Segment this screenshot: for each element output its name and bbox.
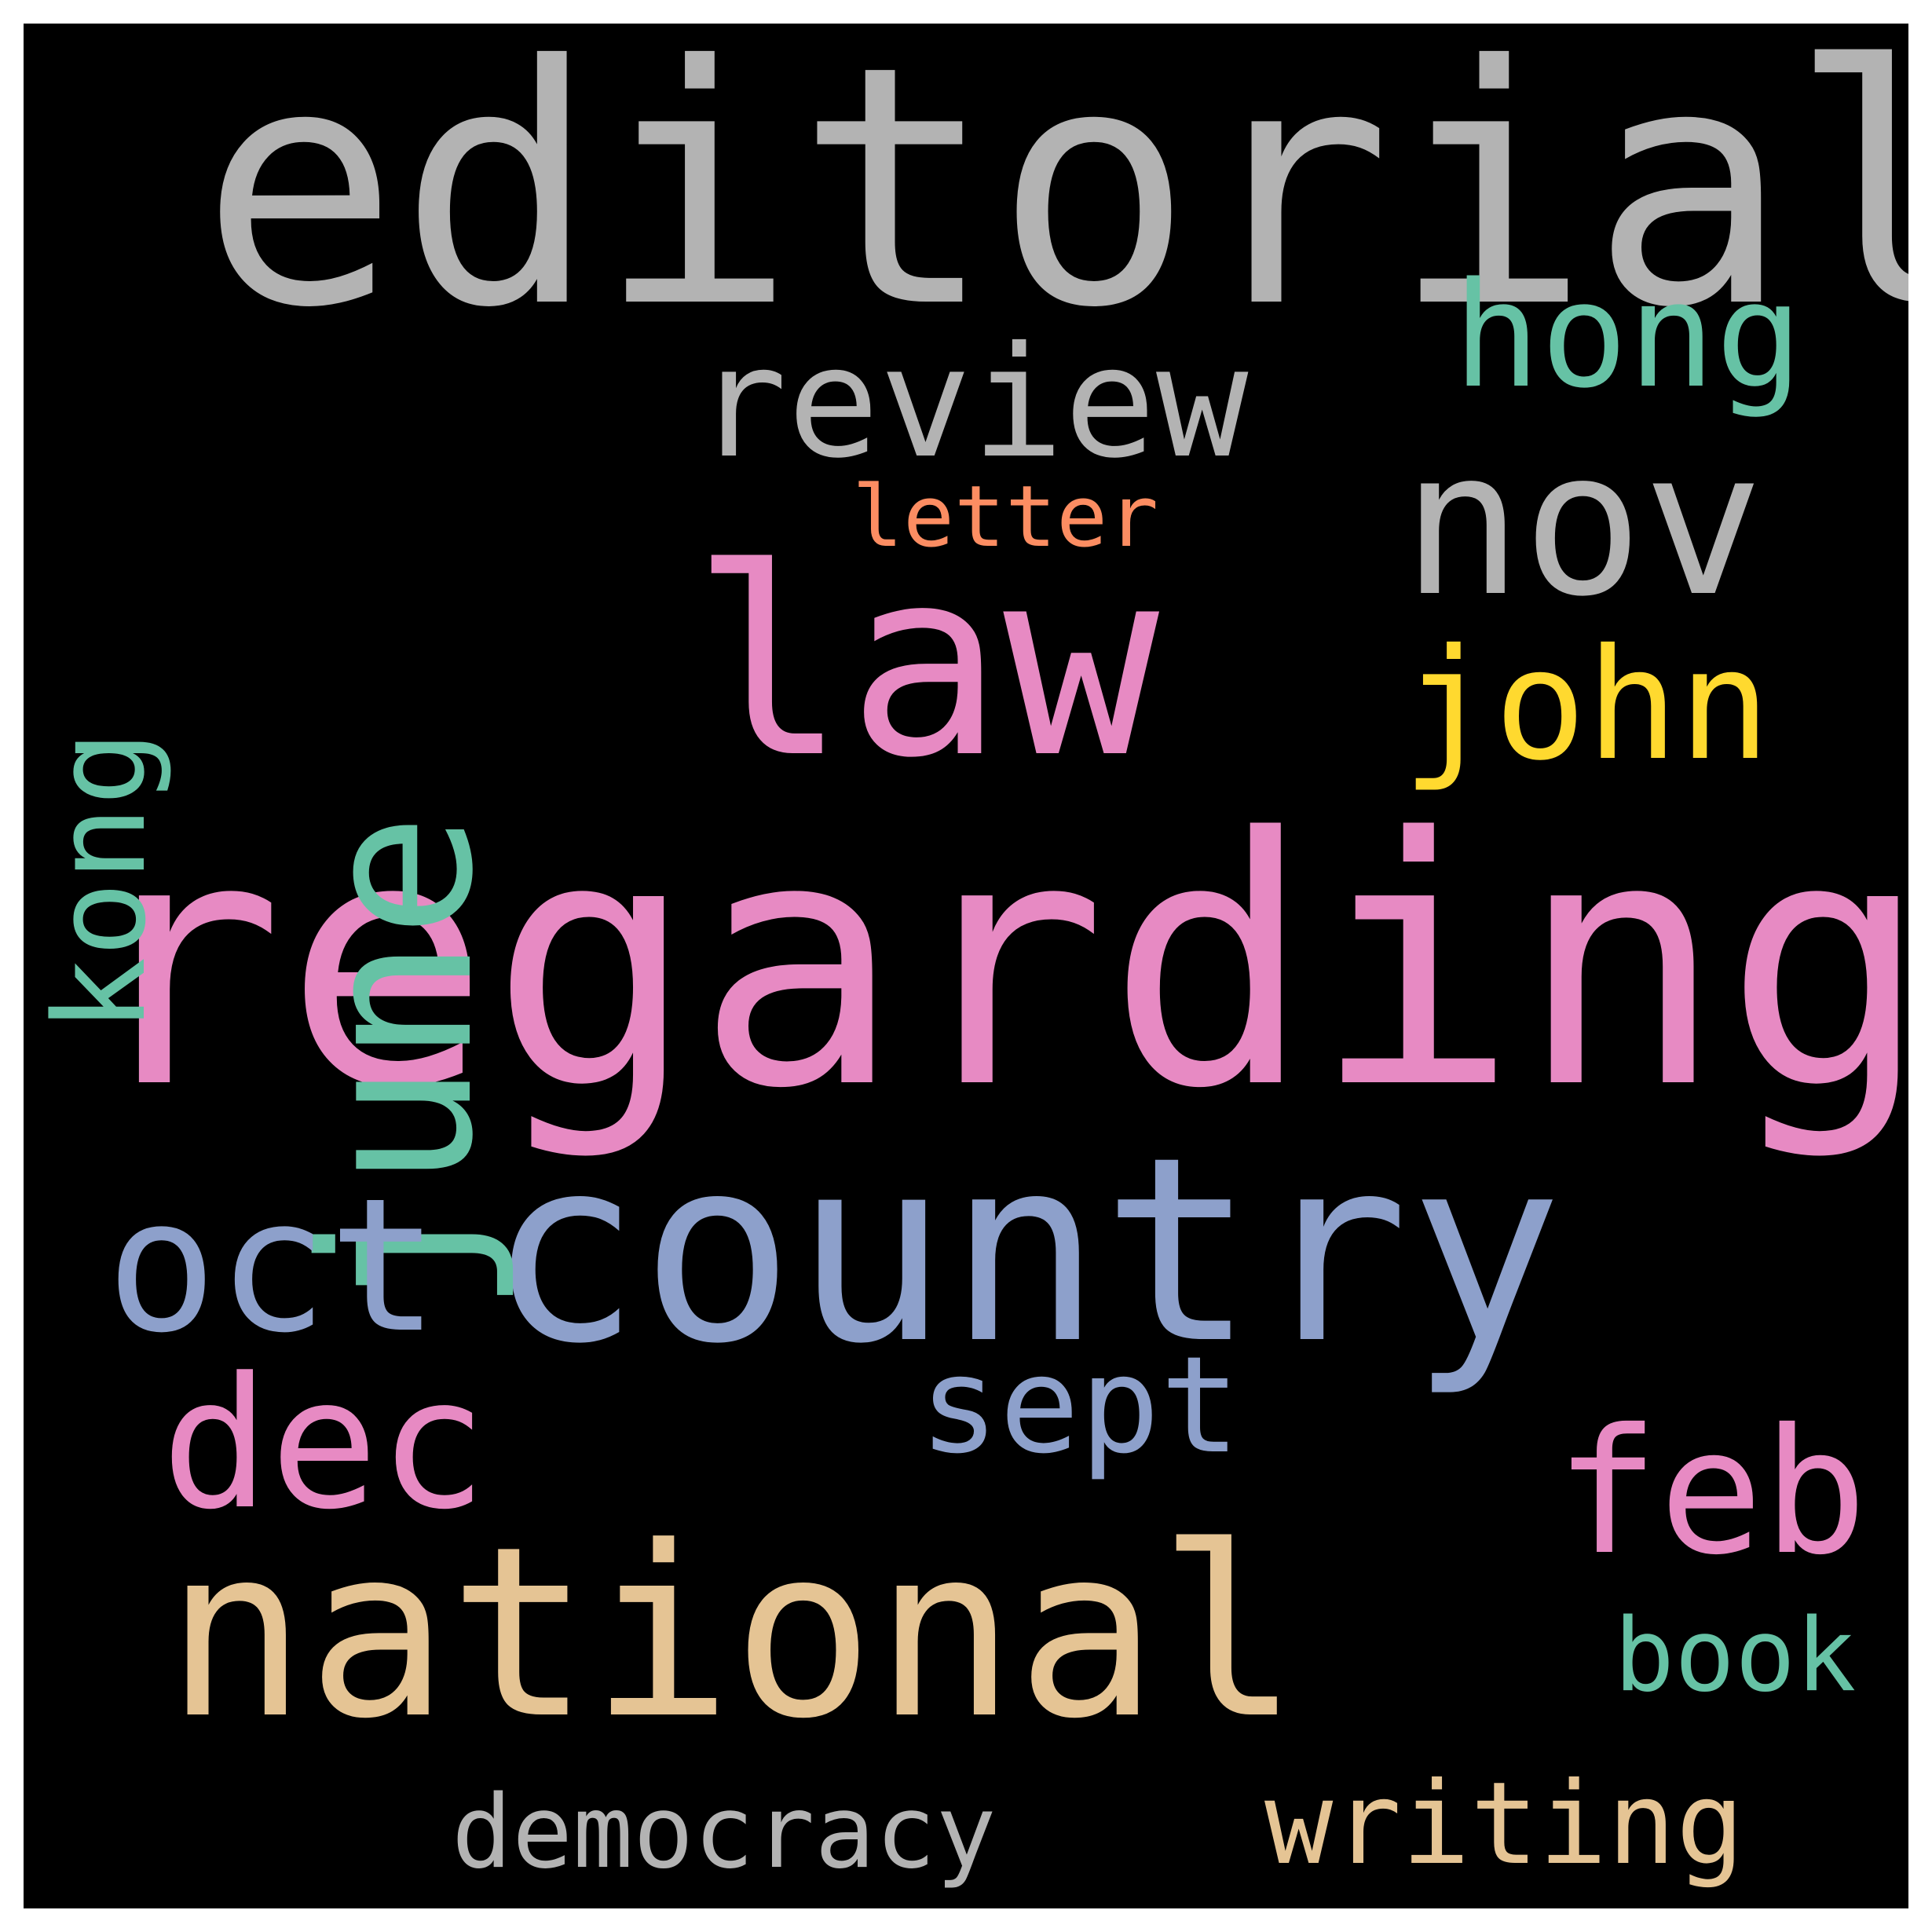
- word-book: book: [1614, 1597, 1857, 1714]
- word-democracy: democracy: [452, 1774, 997, 1891]
- word-country: country: [487, 1102, 1563, 1400]
- word-letter: letter: [852, 468, 1159, 566]
- word-oct: oct: [106, 1159, 440, 1374]
- word-editorial: editorial: [200, 24, 1908, 380]
- word-sept: sept: [919, 1328, 1241, 1484]
- word-cloud: editorial regarding country national law…: [24, 24, 1908, 1908]
- word-review: review: [695, 313, 1249, 492]
- word-nov: nov: [1402, 408, 1764, 641]
- word-john: john: [1402, 616, 1771, 794]
- word-law: law: [691, 513, 1160, 814]
- word-hong: hong: [1453, 251, 1803, 420]
- word-kong: kong: [27, 730, 174, 1033]
- word-national: national: [165, 1496, 1300, 1770]
- word-feb: feb: [1555, 1392, 1868, 1593]
- word-dec: dec: [161, 1340, 488, 1550]
- word-writing: writing: [1264, 1758, 1745, 1890]
- word-regarding: regarding: [79, 765, 1908, 1163]
